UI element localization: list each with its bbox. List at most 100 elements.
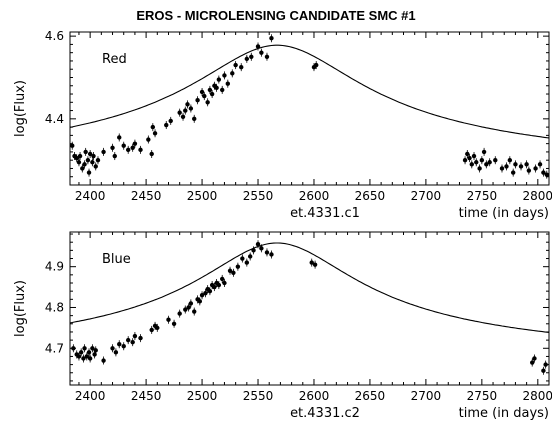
data-point <box>240 256 245 261</box>
data-point <box>239 64 244 70</box>
data-point <box>112 153 117 159</box>
x-tick-label: 2550 <box>243 389 274 403</box>
x-tick-label: 2500 <box>187 189 218 203</box>
data-point <box>233 62 238 68</box>
x-tick-label: 2450 <box>131 389 162 403</box>
data-point <box>149 327 154 333</box>
y-axis-label: log(Flux) <box>13 80 28 137</box>
data-point <box>481 149 487 155</box>
panel-label: Blue <box>102 252 131 267</box>
data-point <box>222 280 227 286</box>
panel-1: 2400 2450 2500 2550 2600 2650 2700 2750 2800 4.4 4… <box>13 29 552 221</box>
data-point <box>199 293 205 298</box>
data-point <box>264 54 270 60</box>
data-point <box>183 108 188 113</box>
data-point <box>269 252 274 257</box>
data-point <box>499 166 505 171</box>
data-point <box>513 162 518 167</box>
data-point <box>113 350 119 355</box>
y-tick-label: 4.6 <box>45 29 64 43</box>
data-point <box>207 288 213 294</box>
data-point <box>541 170 546 175</box>
data-point <box>543 362 548 367</box>
data-point <box>312 262 318 267</box>
data-point <box>166 317 171 322</box>
data-point <box>202 93 207 99</box>
data-point <box>81 356 86 361</box>
data-point <box>101 149 106 155</box>
data-point <box>86 350 92 355</box>
data-point <box>177 311 182 316</box>
chart-title: EROS - MICROLENSING CANDIDATE SMC #1 <box>136 8 416 23</box>
data-point <box>235 264 241 269</box>
x-tick-label: 2400 <box>75 389 106 403</box>
data-point <box>259 246 264 251</box>
data-point <box>71 346 76 351</box>
data-point <box>91 153 96 159</box>
data-point <box>467 155 472 161</box>
data-point <box>93 348 98 353</box>
data-point <box>177 110 182 115</box>
data-point <box>462 157 468 163</box>
data-point <box>255 44 261 49</box>
data-point <box>83 149 88 155</box>
data-point <box>150 124 156 130</box>
data-point <box>541 368 546 373</box>
x-tick-label: 2700 <box>411 389 442 403</box>
data-point <box>84 354 89 359</box>
x-tick-label: 2500 <box>187 389 218 403</box>
data-point <box>90 160 95 165</box>
data-point <box>484 162 489 167</box>
data-point <box>544 172 549 177</box>
data-point <box>524 162 529 167</box>
data-point <box>504 164 509 169</box>
data-point <box>130 339 135 345</box>
data-point <box>205 100 210 105</box>
data-point <box>510 170 516 175</box>
x-axis-label: time (in days) <box>459 406 549 421</box>
data-point <box>87 151 93 157</box>
data-point <box>465 151 470 157</box>
x-tick-label: 2750 <box>467 189 498 203</box>
y-tick-label: 4.9 <box>45 260 64 274</box>
data-point <box>471 153 477 159</box>
x-tick-label: 2600 <box>299 389 330 403</box>
data-point <box>227 268 233 273</box>
data-point <box>192 116 197 122</box>
data-point <box>168 118 173 124</box>
data-point <box>477 166 482 171</box>
data-point <box>149 151 154 157</box>
data-point <box>220 87 225 93</box>
data-point <box>138 147 143 153</box>
panel-subtitle: et.4331.c1 <box>290 206 360 221</box>
x-tick-label: 2450 <box>131 189 162 203</box>
data-point <box>171 321 177 326</box>
data-point <box>209 91 215 97</box>
y-axis-label: log(Flux) <box>13 280 28 337</box>
x-tick-label: 2650 <box>355 189 386 203</box>
data-point <box>197 299 203 304</box>
data-point <box>231 270 236 275</box>
y-tick-label: 4.8 <box>45 300 64 314</box>
data-point <box>474 160 479 165</box>
model-curve <box>69 44 550 139</box>
data-point <box>101 358 106 363</box>
x-tick-label: 2600 <box>299 189 330 203</box>
data-point <box>188 106 194 111</box>
data-point <box>130 145 135 150</box>
x-tick-label: 2550 <box>243 189 274 203</box>
data-point <box>220 276 225 282</box>
data-point <box>251 248 256 253</box>
data-point <box>309 260 314 265</box>
x-axis-label: time (in days) <box>459 206 549 221</box>
data-point <box>146 137 151 142</box>
data-point <box>74 155 79 161</box>
plot-frame <box>69 231 550 386</box>
data-point <box>138 335 143 341</box>
data-point <box>244 260 250 265</box>
data-point <box>314 62 319 68</box>
data-point <box>117 342 122 347</box>
data-point <box>152 131 158 136</box>
data-point <box>77 153 83 159</box>
